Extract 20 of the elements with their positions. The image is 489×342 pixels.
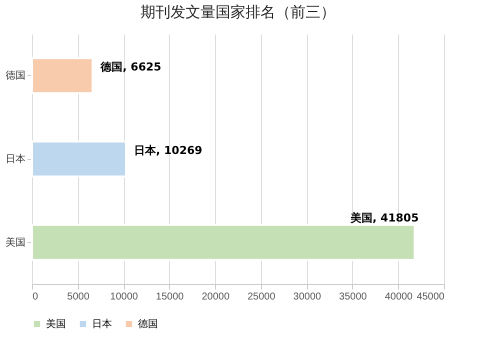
- x-tick-label: 5000: [67, 292, 90, 302]
- y-tick-label: 日本: [6, 153, 26, 165]
- x-tick-label: 20000: [202, 292, 230, 302]
- data-label: 日本, 10269: [134, 144, 202, 157]
- data-label: 美国, 41805: [349, 211, 419, 224]
- data-label: 德国, 6625: [100, 60, 162, 74]
- legend-label: 德国: [138, 319, 158, 330]
- x-tick-label: 35000: [339, 292, 368, 302]
- y-tick-label: 德国: [6, 70, 26, 82]
- legend-label: 美国: [46, 318, 66, 330]
- x-tick-label: 15000: [156, 292, 184, 302]
- x-tick-label: 10000: [110, 292, 138, 302]
- legend-label: 日本: [92, 318, 112, 330]
- x-tick-label: 45000: [416, 292, 445, 302]
- x-tick-label: 40000: [384, 292, 414, 302]
- chart-title: 期刊发文量国家排名（前三）: [140, 3, 336, 21]
- x-tick-label: 25000: [247, 292, 276, 302]
- y-tick-label: 美国: [6, 236, 26, 248]
- x-tick-label: 0: [32, 292, 38, 302]
- x-tick-label: 30000: [293, 292, 322, 302]
